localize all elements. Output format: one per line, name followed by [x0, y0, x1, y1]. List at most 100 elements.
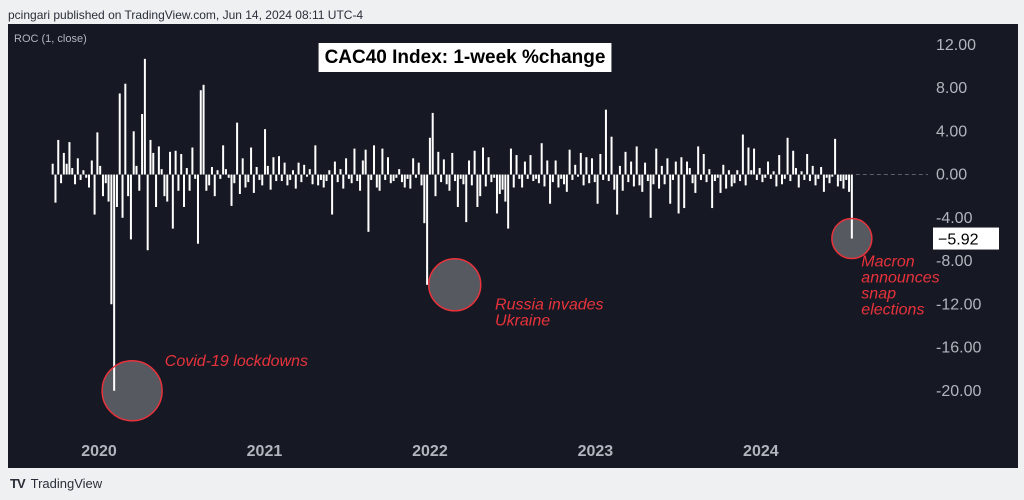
roc-bar[interactable] — [378, 174, 381, 191]
roc-bar[interactable] — [445, 174, 448, 185]
roc-bar[interactable] — [291, 170, 294, 175]
roc-bar[interactable] — [238, 174, 241, 194]
roc-bar[interactable] — [604, 109, 607, 175]
roc-bar[interactable] — [88, 174, 90, 188]
roc-bar[interactable] — [356, 174, 359, 182]
roc-bar[interactable] — [850, 174, 853, 239]
roc-bar[interactable] — [750, 170, 753, 175]
roc-bar[interactable] — [674, 161, 677, 175]
roc-bar[interactable] — [266, 165, 269, 175]
roc-bar[interactable] — [713, 174, 716, 182]
roc-bar[interactable] — [339, 169, 342, 175]
roc-bar[interactable] — [618, 165, 621, 175]
roc-bar[interactable] — [437, 151, 440, 175]
roc-bar[interactable] — [454, 174, 457, 182]
brand-name[interactable]: TradingView — [30, 476, 103, 491]
roc-bar[interactable] — [264, 129, 267, 175]
roc-bar[interactable] — [683, 174, 686, 209]
roc-bar[interactable] — [96, 132, 99, 175]
roc-bar[interactable] — [736, 170, 739, 175]
roc-bar[interactable] — [512, 174, 515, 188]
roc-bar[interactable] — [152, 152, 155, 175]
roc-bar[interactable] — [319, 174, 322, 180]
roc-bar[interactable] — [347, 174, 350, 179]
roc-bar[interactable] — [336, 174, 339, 183]
roc-bar[interactable] — [227, 174, 230, 178]
roc-bar[interactable] — [353, 148, 356, 175]
roc-bar[interactable] — [289, 174, 292, 180]
roc-bar[interactable] — [504, 174, 507, 202]
roc-bar[interactable] — [278, 156, 281, 175]
roc-bar[interactable] — [733, 174, 736, 184]
roc-bar[interactable] — [794, 168, 797, 175]
roc-bar[interactable] — [149, 139, 152, 175]
roc-bar[interactable] — [487, 157, 490, 175]
roc-bar[interactable] — [705, 174, 708, 183]
roc-bar[interactable] — [373, 145, 376, 175]
roc-bar[interactable] — [495, 174, 498, 214]
roc-bar[interactable] — [194, 174, 197, 179]
roc-bar[interactable] — [409, 174, 412, 189]
roc-bar[interactable] — [303, 164, 306, 175]
roc-bar[interactable] — [641, 174, 644, 192]
roc-bar[interactable] — [132, 131, 135, 175]
roc-bar[interactable] — [800, 171, 803, 175]
roc-bar[interactable] — [825, 174, 828, 178]
roc-bar[interactable] — [359, 174, 362, 191]
roc-bar[interactable] — [468, 160, 471, 175]
roc-bar[interactable] — [305, 174, 308, 177]
roc-bar[interactable] — [836, 174, 839, 187]
roc-bar[interactable] — [780, 174, 783, 185]
roc-bar[interactable] — [803, 174, 806, 180]
roc-bar[interactable] — [448, 174, 451, 191]
roc-bar[interactable] — [663, 174, 666, 185]
roc-bar[interactable] — [328, 170, 331, 175]
roc-bar[interactable] — [216, 170, 219, 175]
roc-bar[interactable] — [314, 145, 317, 175]
roc-bar[interactable] — [515, 155, 518, 175]
roc-bar[interactable] — [177, 174, 180, 191]
roc-bar[interactable] — [219, 174, 222, 179]
roc-bar[interactable] — [677, 174, 680, 214]
roc-bar[interactable] — [775, 174, 778, 187]
roc-bar[interactable] — [124, 83, 127, 175]
roc-bar[interactable] — [820, 166, 823, 175]
roc-bar[interactable] — [786, 137, 789, 175]
roc-bar[interactable] — [423, 174, 426, 224]
roc-bar[interactable] — [808, 174, 811, 182]
roc-bar[interactable] — [806, 154, 809, 175]
roc-bar[interactable] — [711, 174, 714, 209]
roc-bar[interactable] — [258, 174, 261, 180]
roc-bar[interactable] — [638, 174, 641, 186]
roc-bar[interactable] — [493, 174, 496, 178]
roc-bar[interactable] — [845, 174, 848, 180]
roc-bar[interactable] — [127, 174, 130, 197]
roc-bar[interactable] — [839, 174, 842, 182]
roc-bar[interactable] — [501, 174, 504, 190]
roc-bar[interactable] — [479, 174, 482, 197]
roc-bar[interactable] — [308, 169, 311, 175]
roc-bar[interactable] — [107, 174, 110, 202]
roc-bar[interactable] — [375, 174, 378, 188]
roc-bar[interactable] — [118, 93, 121, 175]
roc-bar[interactable] — [652, 174, 655, 185]
roc-bar[interactable] — [247, 174, 250, 183]
roc-bar[interactable] — [233, 174, 236, 184]
roc-bar[interactable] — [644, 162, 647, 175]
roc-bar[interactable] — [783, 174, 786, 179]
roc-bar[interactable] — [755, 174, 758, 180]
roc-bar[interactable] — [403, 174, 406, 188]
roc-bar[interactable] — [672, 174, 675, 180]
roc-bar[interactable] — [747, 147, 750, 175]
roc-bar[interactable] — [607, 174, 610, 182]
roc-bar[interactable] — [428, 137, 431, 175]
roc-bar[interactable] — [57, 139, 60, 175]
roc-bar[interactable] — [646, 174, 649, 182]
roc-bar[interactable] — [697, 146, 700, 175]
roc-bar[interactable] — [333, 161, 336, 175]
roc-bar[interactable] — [294, 174, 297, 189]
roc-bar[interactable] — [476, 174, 479, 207]
roc-bar[interactable] — [62, 152, 65, 175]
roc-bar[interactable] — [490, 174, 493, 183]
roc-bar[interactable] — [532, 174, 535, 182]
